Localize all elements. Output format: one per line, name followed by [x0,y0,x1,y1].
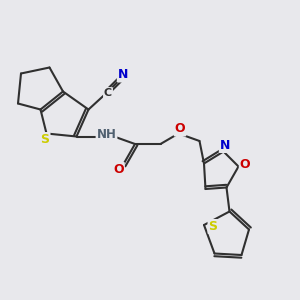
Text: O: O [113,163,124,176]
Text: O: O [240,158,250,172]
Text: N: N [118,68,128,82]
Text: S: S [208,220,217,233]
Text: O: O [175,122,185,136]
Text: C: C [104,88,112,98]
Text: N: N [220,139,230,152]
Text: S: S [40,133,50,146]
Text: NH: NH [97,128,116,142]
